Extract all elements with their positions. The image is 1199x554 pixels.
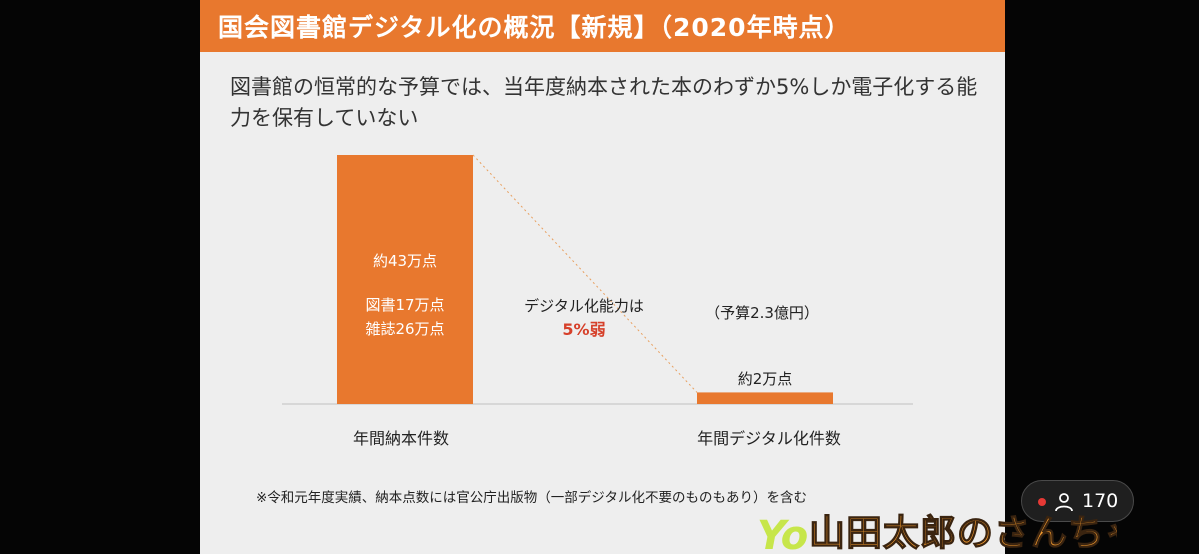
channel-logo: Yo 山田太郎のさんちゃんねる [757, 512, 1117, 554]
capacity-label: デジタル化能力は [524, 297, 644, 315]
capacity-value: 5%弱 [562, 320, 605, 339]
bar-1-label-4: 雑誌26万点 [365, 320, 444, 338]
connector-line [472, 154, 698, 393]
bar-1-label-3: 図書17万点 [365, 296, 444, 314]
presentation-slide: 国会図書館デジタル化の概況【新規】（2020年時点） 図書館の恒常的な予算では、… [200, 0, 1005, 554]
slide-subtitle: 図書館の恒常的な予算では、当年度納本された本のわずか5%しか電子化する能力を保有… [230, 75, 978, 130]
slide-title-bar: 国会図書館デジタル化の概況【新規】（2020年時点） [200, 0, 1005, 52]
bar-2-value-label: 約2万点 [738, 370, 793, 388]
slide-footnote: ※令和元年度実績、納本点数には官公庁出版物（一部デジタル化不要のものもあり）を含… [256, 490, 808, 506]
svg-text:山田太郎のさんちゃんねる: 山田太郎のさんちゃんねる [809, 513, 1117, 554]
viewer-count: 170 [1082, 490, 1119, 512]
category-label-2: 年間デジタル化件数 [697, 429, 841, 448]
category-label-1: 年間納本件数 [353, 429, 449, 448]
bar-1-label-1: 約43万点 [373, 252, 437, 270]
budget-label: （予算2.3億円） [705, 304, 819, 322]
viewer-count-badge[interactable]: 170 [1021, 480, 1134, 522]
svg-text:Yo: Yo [757, 513, 808, 554]
slide-title: 国会図書館デジタル化の概況【新規】（2020年時点） [218, 13, 851, 42]
person-icon [1055, 493, 1073, 512]
bar-2 [697, 392, 833, 404]
bar-1 [337, 155, 473, 404]
live-indicator-dot [1038, 498, 1046, 506]
